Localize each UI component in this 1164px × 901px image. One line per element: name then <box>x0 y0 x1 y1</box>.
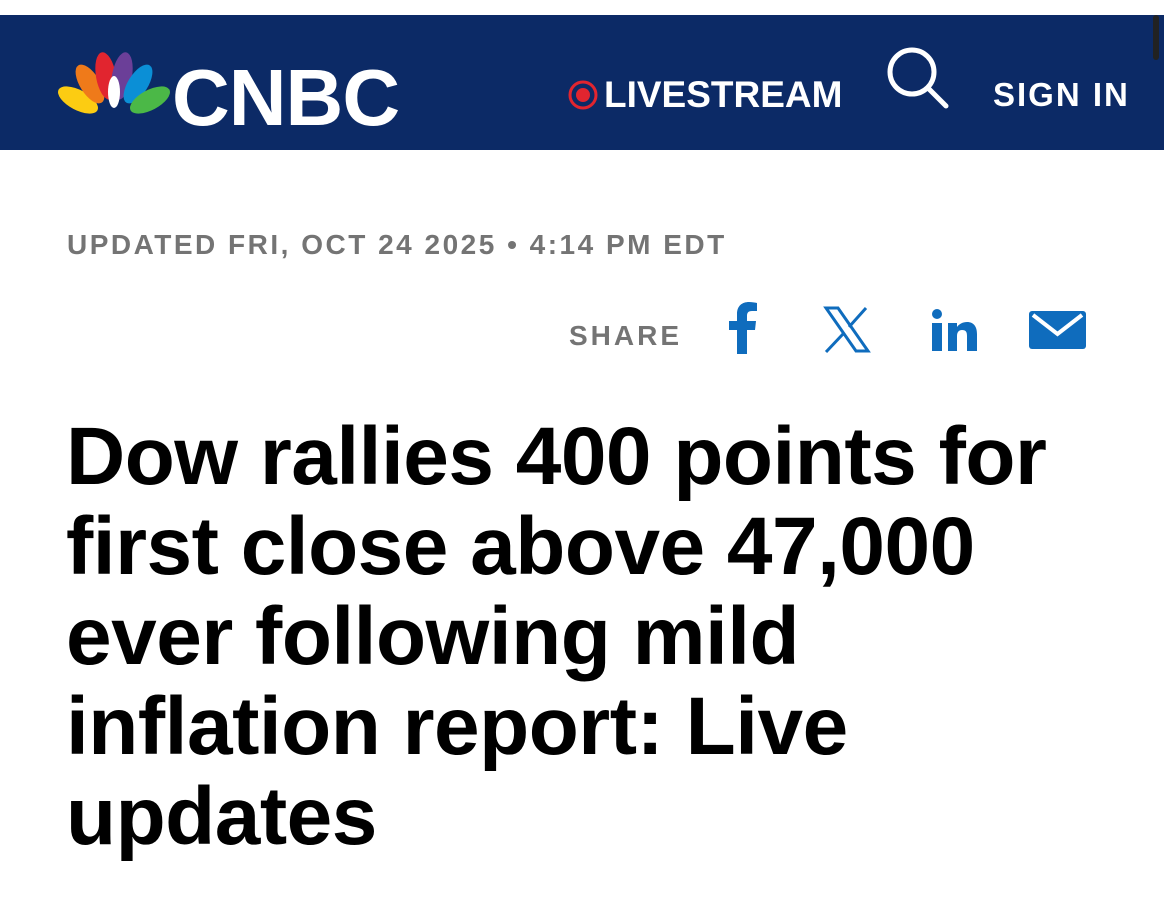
peacock-logo[interactable] <box>58 50 170 120</box>
live-dot <box>568 80 598 110</box>
livestream-link[interactable]: LIVESTREAM <box>604 74 843 115</box>
linkedin-icon[interactable] <box>932 309 977 351</box>
headline: Dow rallies 400 points for first close a… <box>66 411 1047 862</box>
logo-text[interactable]: CNBC <box>172 53 400 142</box>
search-icon[interactable] <box>885 45 951 111</box>
x-icon[interactable] <box>823 306 871 354</box>
sign-in-link[interactable]: SIGN IN <box>993 76 1130 113</box>
updated-timestamp: UPDATED FRI, OCT 24 2025 • 4:14 PM EDT <box>67 229 727 260</box>
email-icon[interactable] <box>1029 311 1086 349</box>
scrollbar <box>1153 15 1159 60</box>
facebook-icon[interactable] <box>729 302 757 354</box>
share-icons <box>729 302 1086 354</box>
share-label: SHARE <box>569 320 683 351</box>
top-nav: CNBC LIVESTREAM SIGN IN <box>0 15 1164 150</box>
